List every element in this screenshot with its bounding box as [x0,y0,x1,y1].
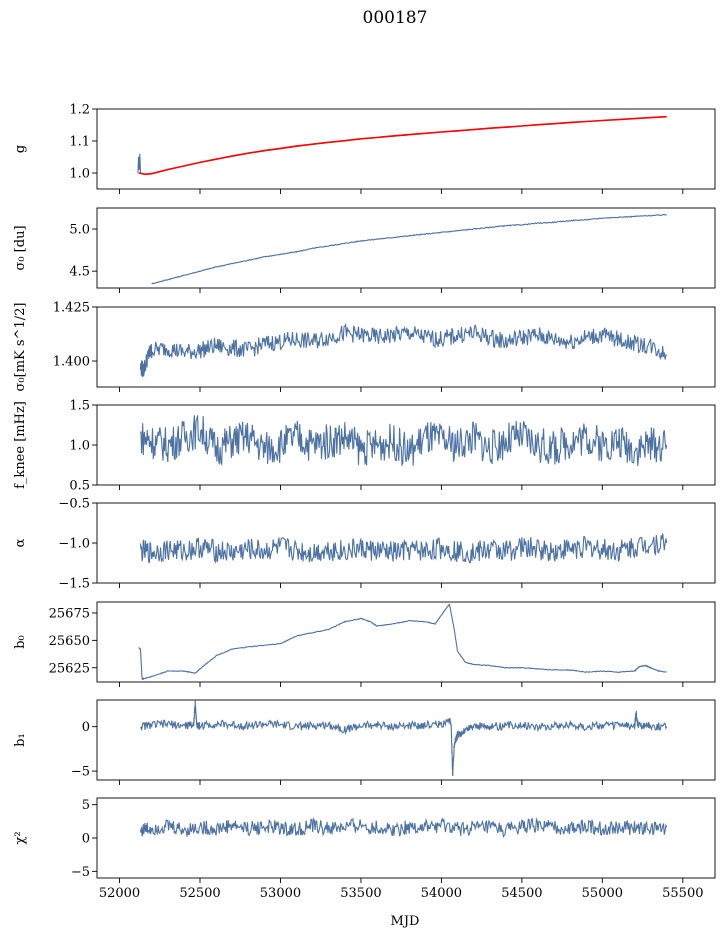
axes-frame-b1 [96,699,716,781]
x-tick-label: 53500 [340,886,381,901]
x-tick-label: 53000 [260,886,301,901]
axes-frame-g [96,108,716,190]
y-tick-label-fknee: 1.0 [69,439,90,454]
y-tick-label-b1: −5 [71,765,90,780]
y-tick-label-g: 1.0 [69,167,90,182]
y-tick-label-b0: 25675 [49,606,90,621]
subplot-b0: 25625 25650 25675 b₀ [13,601,716,687]
x-tick-label: 54500 [501,886,542,901]
axes-frame-chi2 [96,797,716,879]
subplot-chi2: −5 0 5 52000 52500 53000 53500 54000 54500 55000 5… [13,797,716,901]
x-tick-label: 52500 [179,886,220,901]
x-tick-label: 55000 [582,886,623,901]
y-axis-label-chi2: χ² [13,831,28,844]
y-tick-label-fknee: 1.5 [69,399,90,414]
y-tick-label-alpha: −1.5 [58,577,90,592]
y-tick-label-g: 1.2 [69,103,90,118]
series-line-chi2 [139,817,668,838]
subplot-b1: −5 0 b₁ [13,699,716,785]
y-tick-label-alpha: −1.0 [58,537,90,552]
y-tick-label-chi2: 5 [82,798,90,813]
y-axis-label-alpha: α [13,538,28,547]
subplot-sigma0-du: 4.5 5.0 σ₀ [du] [13,207,716,293]
x-tick-label: 55500 [662,886,703,901]
y-tick-label-fknee: 0.5 [69,479,90,494]
series-line-fknee [139,415,668,467]
y-tick-label-b0: 25650 [49,634,90,649]
y-axis-label-b0: b₀ [13,635,28,649]
y-tick-label-chi2: 0 [82,832,90,847]
subplot-alpha: −1.5 −1.0 −0.5 α [13,497,716,592]
axes-frame-b0 [96,601,716,683]
x-tick-label: 52000 [99,886,140,901]
series-line-b0 [138,603,667,681]
series-line-g [137,116,667,176]
x-axis-label: MJD [391,914,420,929]
series-line-alpha [139,533,668,564]
y-tick-label-g: 1.1 [69,135,90,150]
series-line-b1 [140,700,668,777]
y-tick-label-alpha: −0.5 [58,497,90,512]
subplots: 1.0 1.1 1.2 g 4.5 5.0 σ₀ [du] 1.400 1.425 σ₀[mK s… [13,103,716,901]
y-tick-label-sigma0-mks: 1.400 [53,355,90,370]
subplot-g: 1.0 1.1 1.2 g [13,103,716,194]
series-line-sigma0-du [151,213,667,285]
y-axis-label-g: g [13,145,28,153]
y-tick-label-sigma0-du: 4.5 [69,265,90,280]
figure-title: 000187 [363,8,428,28]
x-tick-label: 54000 [421,886,462,901]
y-axis-label-sigma0-mks: σ₀[mK s^1/2] [13,303,28,392]
subplot-sigma0-mks: 1.400 1.425 σ₀[mK s^1/2] [13,301,716,392]
series-line-g-fit [138,115,667,176]
y-tick-label-b1: 0 [82,720,90,735]
y-axis-label-fknee: f_knee [mHz] [13,401,28,489]
y-tick-label-chi2: −5 [71,865,90,880]
y-axis-label-sigma0-du: σ₀ [du] [13,225,28,270]
y-tick-label-sigma0-du: 5.0 [69,223,90,238]
series-line-sigma0-mks [139,322,668,377]
y-tick-label-b0: 25625 [49,661,90,676]
axes-frame-sigma0-du [96,207,716,289]
subplot-fknee: 0.5 1.0 1.5 f_knee [mHz] [13,399,716,494]
y-tick-label-sigma0-mks: 1.425 [53,301,90,316]
axes-frame-sigma0-mks [96,306,716,388]
y-axis-label-b1: b₁ [13,733,28,747]
